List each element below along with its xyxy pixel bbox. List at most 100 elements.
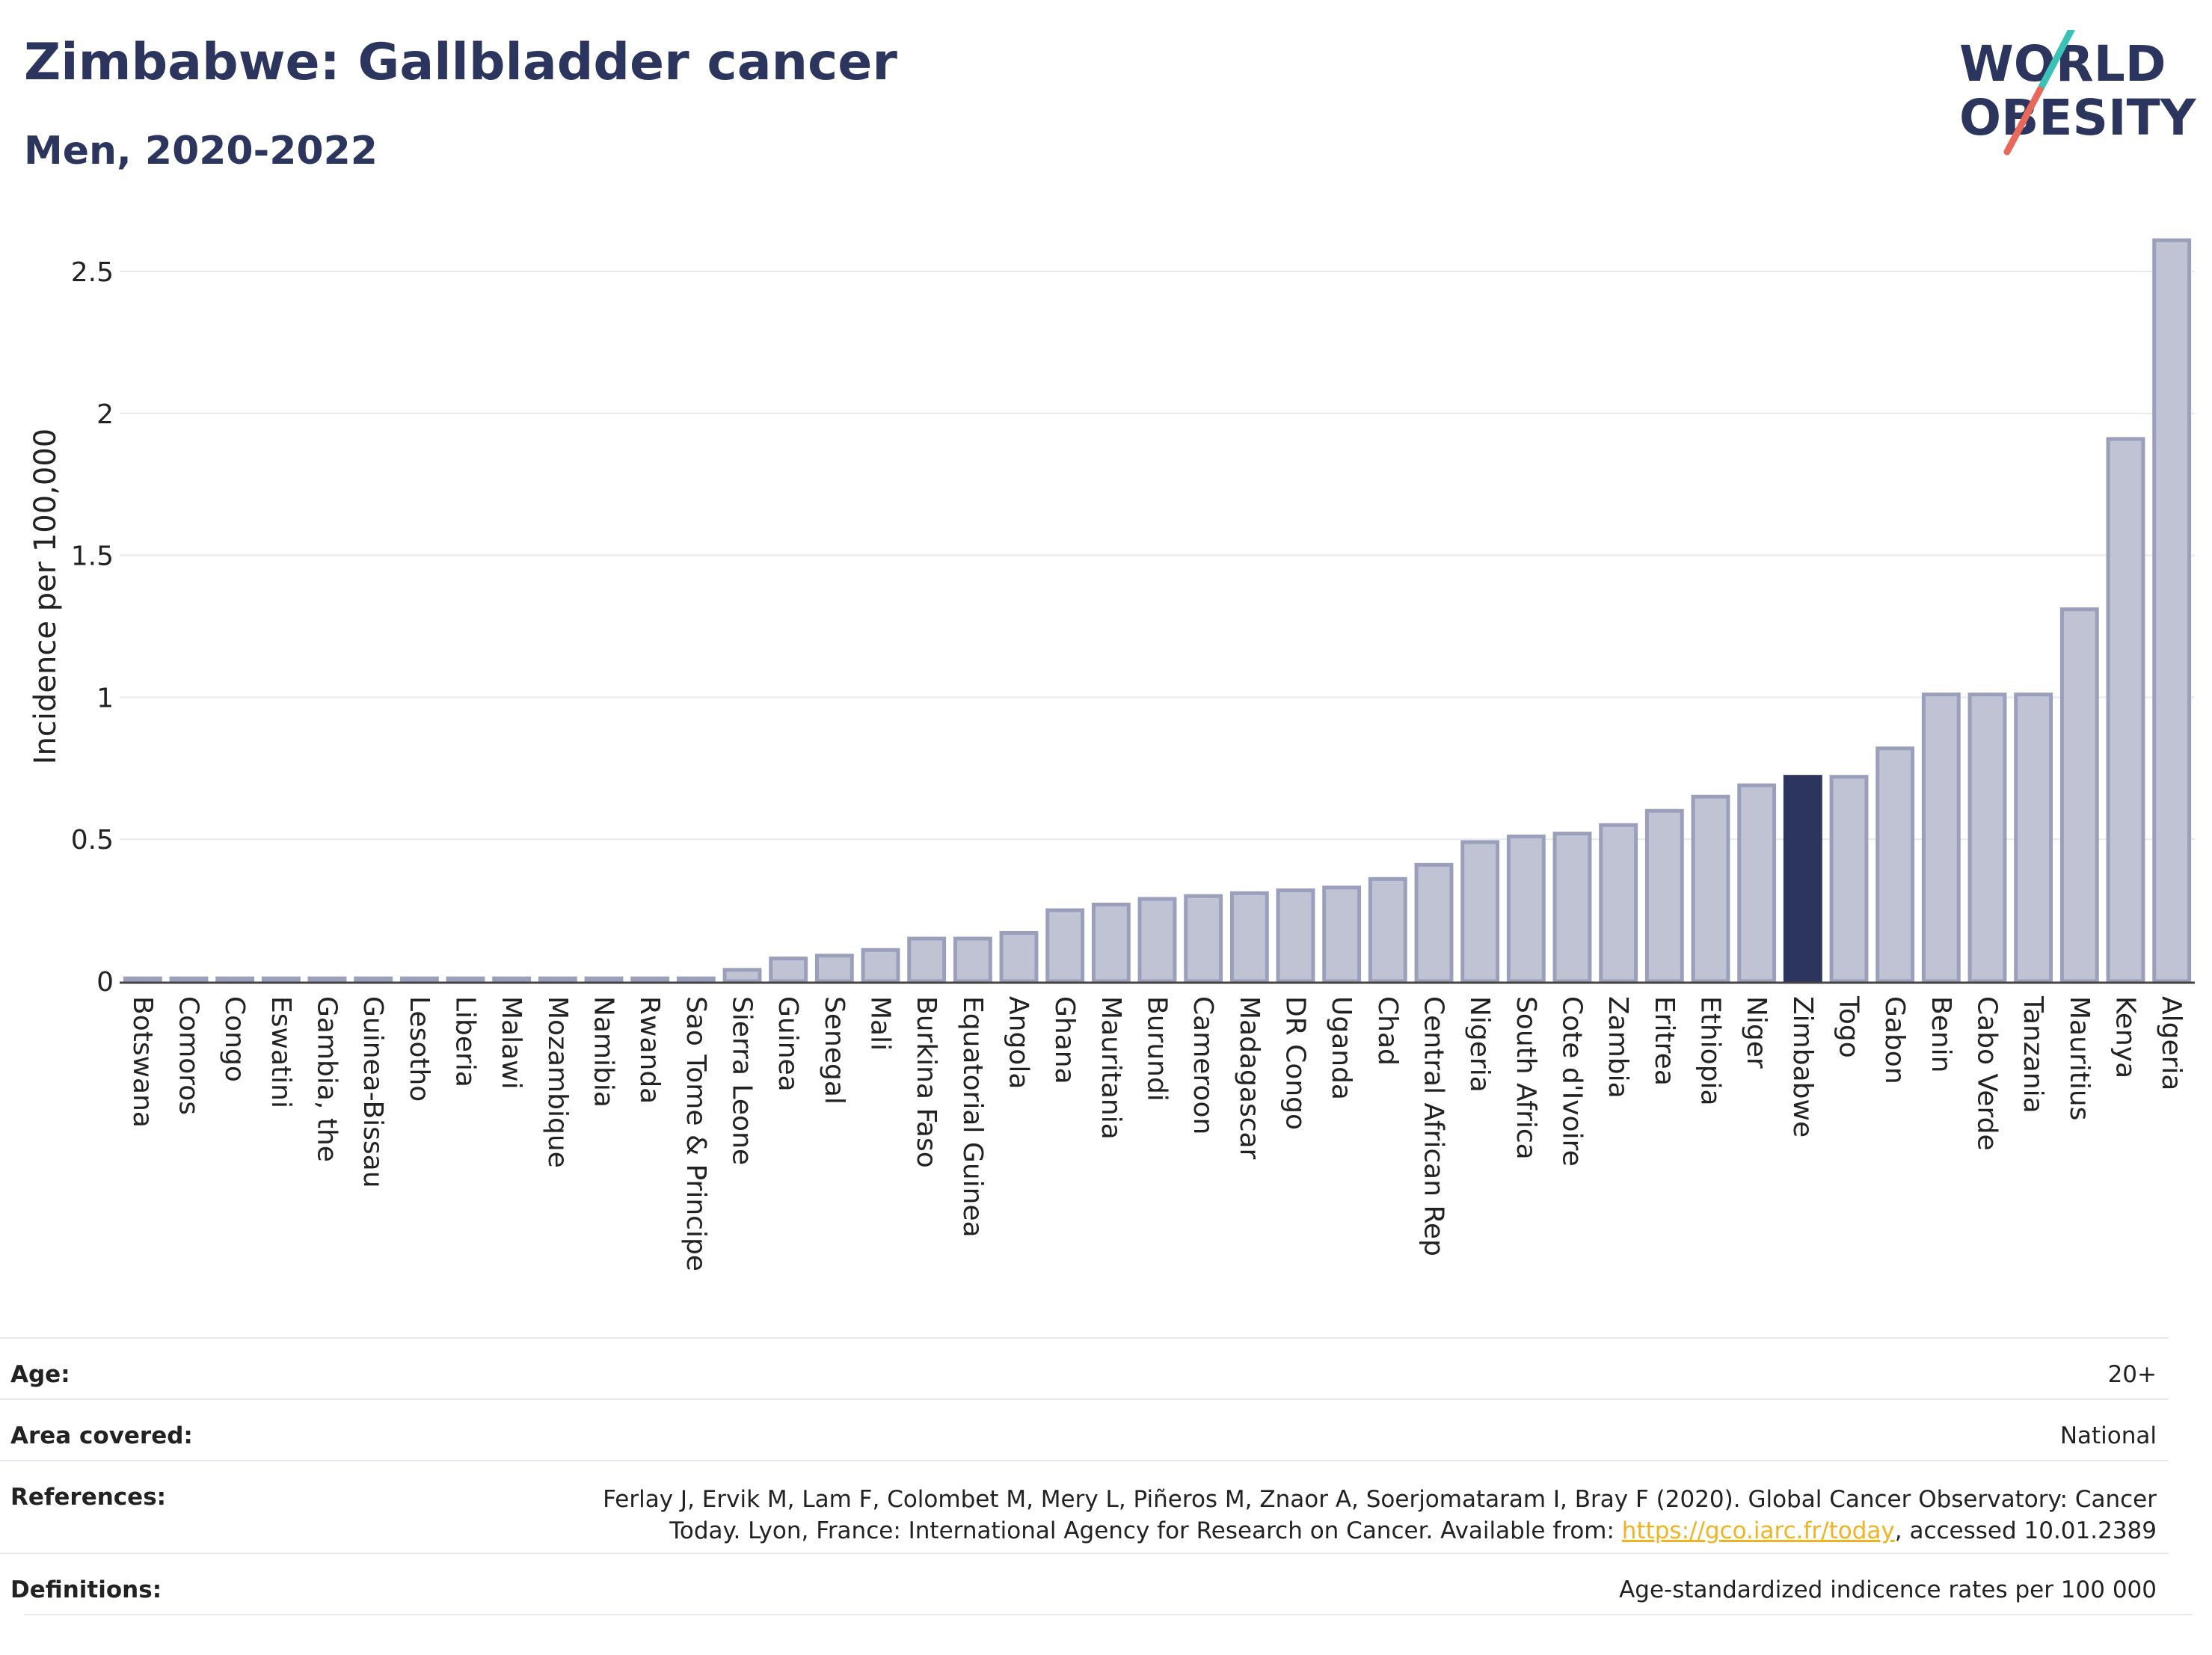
bar-zambia [1599,823,1638,983]
bar-south-africa [1506,834,1546,983]
definitions-label: Definitions: [10,1576,162,1603]
x-tick-label: Cote d'Ivoire [1557,996,1588,1167]
bar-eritrea [1644,808,1684,983]
x-tick-label: Guinea-Bissau [357,996,388,1188]
x-tick-label: Congo [219,996,250,1082]
bar-tanzania [2014,693,2053,983]
x-tick-label: Mali [865,996,896,1051]
y-tick-label: 0.5 [71,825,114,856]
y-tick-label: 2 [96,399,114,430]
x-tick-label: Chad [1372,996,1403,1066]
x-tick-label: Guinea [772,996,803,1092]
age-label: Age: [10,1361,70,1388]
bar-ghana [1045,908,1085,983]
bar-gabon [1875,746,1915,983]
x-tick-label: Angola [1004,996,1034,1089]
references-label: References: [10,1484,167,1511]
x-tick-label: Benin [1926,996,1956,1072]
bar-mozambique [538,976,577,983]
x-tick-label: Senegal [819,996,850,1105]
info-row-definitions: Definitions: Age-standardized indicence … [0,1553,2169,1603]
bar-mauritania [1091,903,1131,983]
area-value: National [2059,1422,2157,1449]
x-tick-label: Gambia, the [312,996,342,1162]
bar-central-african-rep [1414,862,1454,983]
bar-namibia [584,976,624,983]
x-tick-label: Botswana [127,996,158,1128]
x-tick-label: Eritrea [1649,996,1680,1086]
x-tick-label: Sao Tome & Principe [681,996,711,1271]
page-subtitle: Men, 2020-2022 [24,129,378,174]
x-tick-label: Nigeria [1464,996,1495,1093]
x-tick-label: Cameroon [1188,996,1218,1134]
x-tick-label: Zimbabwe [1787,996,1818,1137]
bar-burundi [1137,897,1177,983]
references-line1: Ferlay J, Ervik M, Lam F, Colombet M, Me… [603,1486,2157,1513]
bar-gambia-the [307,976,347,983]
x-axis-ticks: Botswana Comoros Congo Eswatini Gambia, the G… [127,995,2187,1271]
y-tick-label: 1 [96,683,114,713]
x-tick-label: Niger [1741,996,1772,1069]
bar-mali [861,948,900,983]
bar-chad [1368,876,1407,983]
bar-comoros [169,976,209,983]
bar-lesotho [399,976,439,983]
x-tick-label: Mauritius [2064,996,2095,1120]
bar-eswatini [261,976,301,983]
references-line2-suffix: , accessed 10.01.2389 [1894,1517,2157,1544]
x-tick-label: Rwanda [634,996,665,1104]
bar-algeria [2152,238,2192,983]
x-tick-label: Malawi [496,996,526,1090]
bar-sierra-leone [722,968,762,983]
bar-cabo-verde [1967,693,2007,983]
y-tick-label: 1.5 [71,541,114,572]
bar-chart: 0 0.5 1 1.5 2 2.5 Botswana Comoros Congo Eswatin… [28,238,2195,1271]
bar-liberia [446,976,485,983]
bar-ethiopia [1691,794,1730,983]
bar-niger [1737,783,1777,983]
bar-botswana [123,976,162,983]
bar-kenya [2106,437,2145,983]
x-tick-label: Madagascar [1234,996,1265,1160]
bar-equatorial-guinea [953,936,992,983]
x-tick-label: Mauritania [1096,996,1126,1140]
bar-guinea [769,957,808,983]
x-tick-label: Burkina Faso [911,996,941,1168]
bar-burkina-faso [907,936,947,983]
x-tick-label: Liberia [450,996,481,1087]
page-title: Zimbabwe: Gallbladder cancer [24,33,897,92]
x-tick-label: Ethiopia [1695,996,1726,1106]
definitions-value: Age-standardized indicence rates per 100… [1619,1576,2157,1603]
references-link[interactable]: https://gco.iarc.fr/today [1621,1517,1895,1544]
logo-slash-teal [2036,30,2075,93]
bar-dr-congo [1276,888,1315,983]
x-tick-label: Burundi [1142,996,1173,1102]
x-tick-label: Tanzania [2018,995,2048,1114]
bar-togo [1829,775,1869,983]
bar-rwanda [630,976,670,983]
x-tick-label: Kenya [2110,996,2141,1078]
info-row-references: References: Ferlay J, Ervik M, Lam F, Co… [0,1460,2169,1544]
y-axis-ticks: 0 0.5 1 1.5 2 2.5 [71,257,114,998]
x-tick-label: Sierra Leone [727,996,758,1165]
x-tick-label: Equatorial Guinea [957,996,988,1238]
x-tick-label: Namibia [589,996,619,1108]
x-tick-label: Eswatini [265,996,296,1108]
x-tick-label: Mozambique [542,996,573,1168]
bar-angola [999,930,1039,983]
x-tick-label: Zambia [1603,996,1633,1099]
x-tick-label: DR Congo [1280,996,1311,1130]
bar-nigeria [1460,840,1500,983]
x-tick-label: Comoros [173,996,204,1115]
age-value: 20+ [2107,1361,2157,1388]
bar-zimbabwe [1783,775,1822,983]
x-tick-label: Central African Rep [1419,996,1449,1256]
x-tick-label: Lesotho [404,996,434,1102]
bar-senegal [814,954,854,983]
bar-malawi [492,976,532,983]
x-tick-label: Togo [1834,995,1864,1058]
logo-word-obesity: OBESITY [1959,89,2197,147]
bars [123,238,2192,983]
x-tick-label: Ghana [1049,996,1080,1084]
references-value: Ferlay J, Ervik M, Lam F, Colombet M, Me… [603,1484,2157,1547]
